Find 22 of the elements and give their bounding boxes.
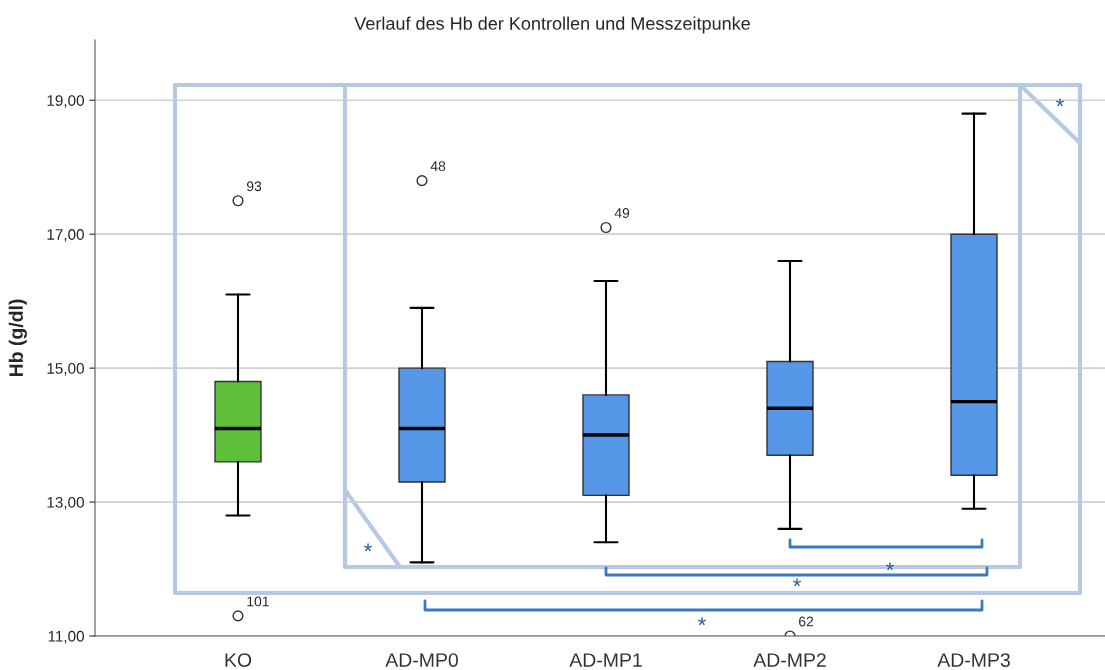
annotation: * (364, 543, 372, 552)
annotation: 48 (430, 161, 446, 172)
x-tick-label: AD-MP2 (753, 653, 826, 667)
y-tick-label: 11,00 (48, 630, 84, 644)
annotation: 49 (614, 208, 630, 218)
annotation: 93 (246, 181, 262, 192)
annotation: * (886, 562, 894, 571)
chart-title: Verlauf des Hb der Kontrollen und Messzeitpunke (354, 16, 750, 34)
y-tick-label: 15,00 (47, 363, 84, 376)
annotation: 101 (247, 596, 269, 607)
annotation: * (698, 617, 706, 626)
x-tick-label: KO (225, 653, 252, 667)
y-tick-label: 17,00 (47, 229, 84, 242)
y-axis-title: Hb (g/dl) (8, 299, 27, 377)
x-tick-label: AD-MP1 (569, 653, 642, 667)
y-tick-label: 19,00 (47, 95, 84, 108)
x-tick-label: AD-MP3 (937, 653, 1010, 667)
annotation: * (793, 578, 801, 587)
annotation: 62 (799, 616, 814, 627)
y-tick-label: 13,00 (47, 496, 84, 510)
annotation: * (1056, 98, 1064, 107)
x-tick-label: AD-MP0 (385, 653, 458, 667)
